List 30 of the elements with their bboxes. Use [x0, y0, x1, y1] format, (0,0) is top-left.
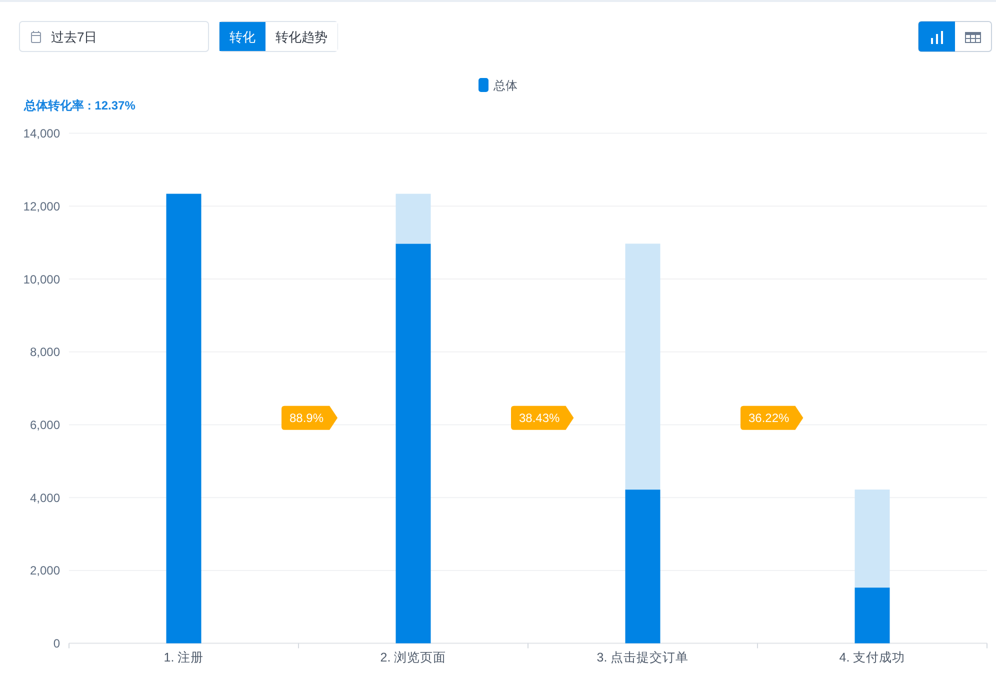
bar — [166, 194, 202, 644]
legend-label: 总体 — [492, 78, 518, 92]
y-tick-label: 0 — [53, 636, 60, 651]
y-tick-label: 12,000 — [23, 199, 60, 214]
x-tick-label: 3. 点击提交订单 — [596, 650, 689, 664]
chart-subtitle: 总体转化率 : 12.37% — [23, 98, 136, 112]
x-tick-label: 1. 注册 — [164, 650, 204, 664]
bar — [396, 194, 431, 244]
bar — [854, 588, 890, 644]
annotation: 88.9% — [290, 411, 324, 426]
bar — [625, 490, 660, 644]
y-tick-label: 8,000 — [30, 345, 60, 360]
y-tick-label: 2,000 — [30, 564, 60, 578]
bar — [396, 244, 431, 644]
x-tick-label: 4. 支付成功 — [839, 650, 906, 664]
bar — [625, 244, 660, 490]
tab-active: 转化 — [220, 22, 266, 51]
annotation: 38.43% — [519, 411, 560, 426]
y-tick-label: 10,000 — [23, 272, 60, 286]
date-picker: 过去7日 — [19, 21, 209, 52]
conversion-tag: 38.43% — [511, 406, 574, 430]
y-tick-label: 14,000 — [23, 126, 60, 141]
conversion-tag: 36.22% — [740, 406, 804, 430]
annotation: 36.22% — [748, 411, 790, 426]
legend: 总体 — [478, 78, 518, 92]
conversion-tag: 88.9% — [282, 406, 338, 430]
bar — [854, 490, 890, 588]
y-tick-label: 4,000 — [30, 490, 60, 505]
x-tick-label: 2. 浏览页面 — [380, 650, 446, 664]
y-tick-label: 6,000 — [30, 418, 60, 432]
